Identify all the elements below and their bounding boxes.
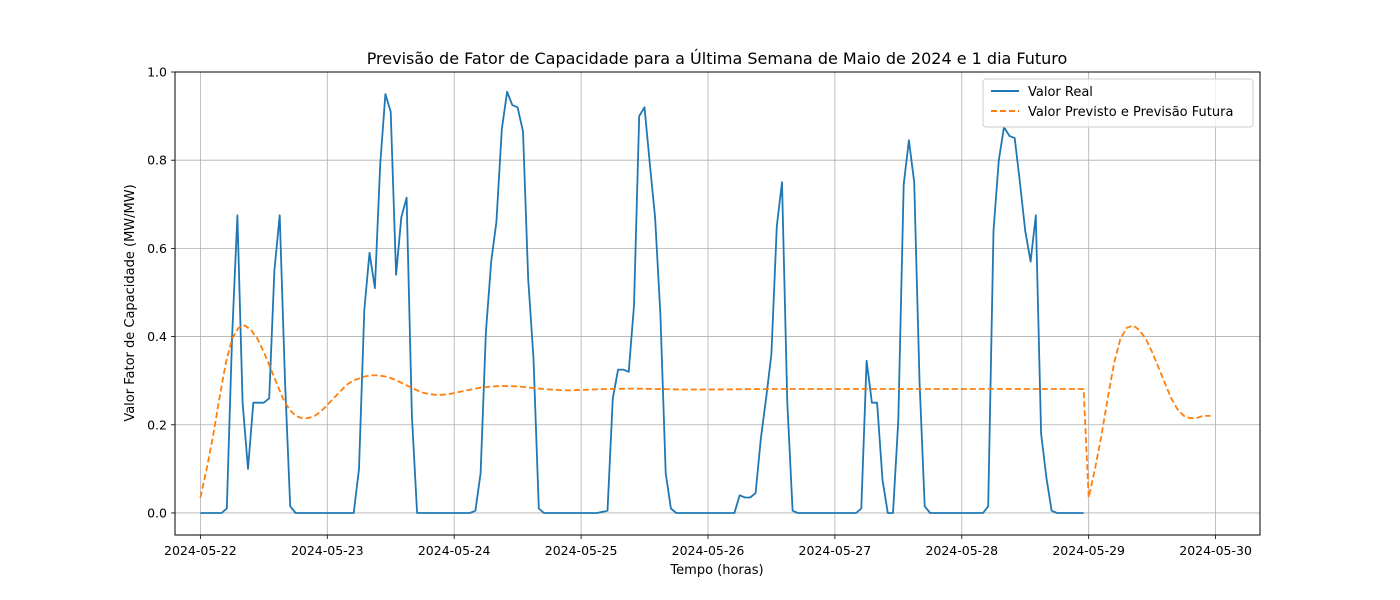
x-tick-label: 2024-05-22 <box>164 543 237 558</box>
y-tick-label: 0.2 <box>147 417 167 432</box>
y-tick-label: 0.6 <box>147 241 167 256</box>
legend-label-valor-real: Valor Real <box>1028 85 1093 100</box>
x-tick-label: 2024-05-26 <box>672 543 745 558</box>
x-tick-label: 2024-05-24 <box>418 543 491 558</box>
y-tick-label: 1.0 <box>147 65 167 80</box>
x-tick-label: 2024-05-27 <box>799 543 872 558</box>
chart-title: Previsão de Fator de Capacidade para a Ú… <box>367 49 1068 68</box>
x-tick-label: 2024-05-28 <box>925 543 998 558</box>
x-tick-label: 2024-05-30 <box>1179 543 1252 558</box>
series-layer <box>199 90 1211 514</box>
series-line-valor-real <box>200 90 1084 514</box>
y-tick-label: 0.0 <box>147 505 167 520</box>
x-axis-label: Tempo (horas) <box>669 563 763 578</box>
legend: Valor Real Valor Previsto e Previsão Fut… <box>982 78 1254 128</box>
y-tick-label: 0.4 <box>147 329 167 344</box>
x-tick-label: 2024-05-25 <box>545 543 618 558</box>
plot-frame <box>174 71 1261 536</box>
y-tick-label: 0.8 <box>147 153 167 168</box>
legend-box <box>982 78 1254 128</box>
y-axis-label: Valor Fator de Capacidade (MW/MW) <box>123 184 138 421</box>
x-tick-label: 2024-05-23 <box>291 543 364 558</box>
legend-label-valor-previsto: Valor Previsto e Previsão Futura <box>1028 105 1233 120</box>
ticks: 2024-05-22 2024-05-23 2024-05-24 2024-05-25… <box>147 65 1252 559</box>
x-tick-label: 2024-05-29 <box>1052 543 1125 558</box>
series-line-valor-previsto <box>199 324 1211 499</box>
